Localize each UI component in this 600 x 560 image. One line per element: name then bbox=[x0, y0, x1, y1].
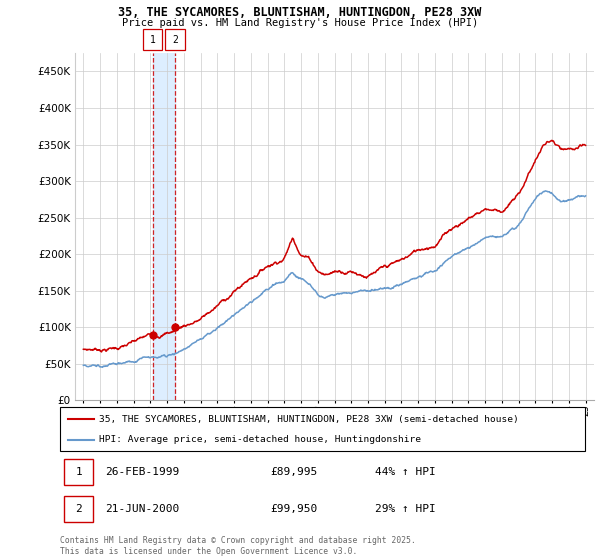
Text: Price paid vs. HM Land Registry's House Price Index (HPI): Price paid vs. HM Land Registry's House … bbox=[122, 18, 478, 28]
Text: 1: 1 bbox=[75, 467, 82, 477]
Bar bbox=[153, 53, 175, 400]
Text: 44% ↑ HPI: 44% ↑ HPI bbox=[375, 467, 436, 477]
Text: Contains HM Land Registry data © Crown copyright and database right 2025.
This d: Contains HM Land Registry data © Crown c… bbox=[60, 536, 416, 556]
Text: 2: 2 bbox=[75, 504, 82, 514]
Text: HPI: Average price, semi-detached house, Huntingdonshire: HPI: Average price, semi-detached house,… bbox=[100, 435, 421, 445]
Text: 21-JUN-2000: 21-JUN-2000 bbox=[104, 504, 179, 514]
Text: £89,995: £89,995 bbox=[270, 467, 317, 477]
Text: 35, THE SYCAMORES, BLUNTISHAM, HUNTINGDON, PE28 3XW: 35, THE SYCAMORES, BLUNTISHAM, HUNTINGDO… bbox=[118, 6, 482, 18]
Text: 29% ↑ HPI: 29% ↑ HPI bbox=[375, 504, 436, 514]
Text: 1: 1 bbox=[150, 35, 156, 45]
FancyBboxPatch shape bbox=[64, 496, 93, 522]
FancyBboxPatch shape bbox=[64, 459, 93, 485]
Text: 26-FEB-1999: 26-FEB-1999 bbox=[104, 467, 179, 477]
Text: 35, THE SYCAMORES, BLUNTISHAM, HUNTINGDON, PE28 3XW (semi-detached house): 35, THE SYCAMORES, BLUNTISHAM, HUNTINGDO… bbox=[100, 415, 519, 424]
Text: £99,950: £99,950 bbox=[270, 504, 317, 514]
FancyBboxPatch shape bbox=[60, 407, 585, 451]
Text: 2: 2 bbox=[172, 35, 178, 45]
